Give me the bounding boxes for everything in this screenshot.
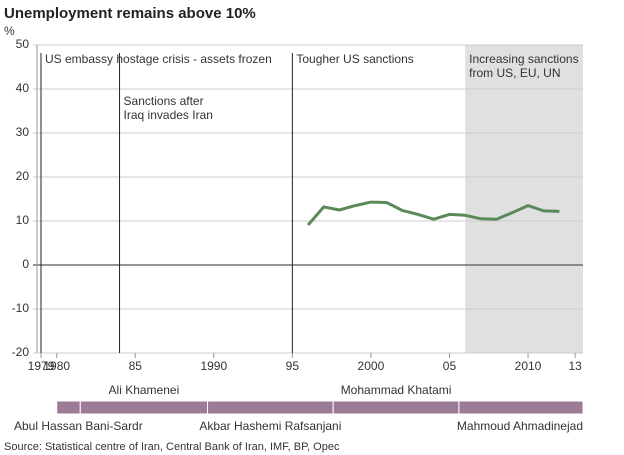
y-tick-label: 20 — [16, 169, 30, 183]
event-label: US embassy hostage crisis - assets froze… — [45, 52, 272, 66]
y-tick-label: -10 — [12, 301, 30, 315]
x-tick-label: 1990 — [200, 359, 227, 373]
x-tick-label: 85 — [129, 359, 143, 373]
shaded-label: Increasing sanctions — [469, 52, 578, 66]
shaded-region — [465, 45, 583, 353]
event-label: Iraq invades Iran — [124, 108, 213, 122]
x-tick-label: 2010 — [515, 359, 542, 373]
x-tick-label: 2000 — [358, 359, 385, 373]
x-tick-label: 1979 — [28, 359, 55, 373]
y-tick-label: 50 — [16, 37, 30, 51]
x-tick-label: 13 — [568, 359, 582, 373]
chart-title: Unemployment remains above 10% — [4, 5, 256, 22]
y-tick-label: 40 — [16, 81, 30, 95]
president-term — [79, 400, 209, 415]
president-label: Ali Khamenei — [109, 383, 180, 397]
y-tick-label: -20 — [12, 345, 30, 359]
president-term — [332, 400, 460, 415]
y-tick-label: 0 — [22, 257, 29, 271]
y-unit: % — [4, 24, 15, 38]
president-term — [56, 400, 81, 415]
president-label: Akbar Hashemi Rafsanjani — [199, 419, 341, 433]
y-tick-label: 10 — [16, 213, 30, 227]
event-label: Sanctions after — [124, 94, 204, 108]
y-tick-label: 30 — [16, 125, 30, 139]
source: Source: Statistical centre of Iran, Cent… — [4, 441, 340, 453]
x-tick-label: 1980 — [43, 359, 70, 373]
president-label: Mohammad Khatami — [341, 383, 452, 397]
president-label: Mahmoud Ahmadinejad — [457, 419, 583, 433]
shaded-label: from US, EU, UN — [469, 66, 560, 80]
x-tick-label: 95 — [286, 359, 300, 373]
president-term — [207, 400, 334, 415]
event-label: Tougher US sanctions — [296, 52, 413, 66]
series-line — [306, 200, 560, 226]
president-term — [458, 400, 584, 415]
president-label: Abul Hassan Bani-Sardr — [14, 419, 143, 433]
x-tick-label: 05 — [443, 359, 457, 373]
